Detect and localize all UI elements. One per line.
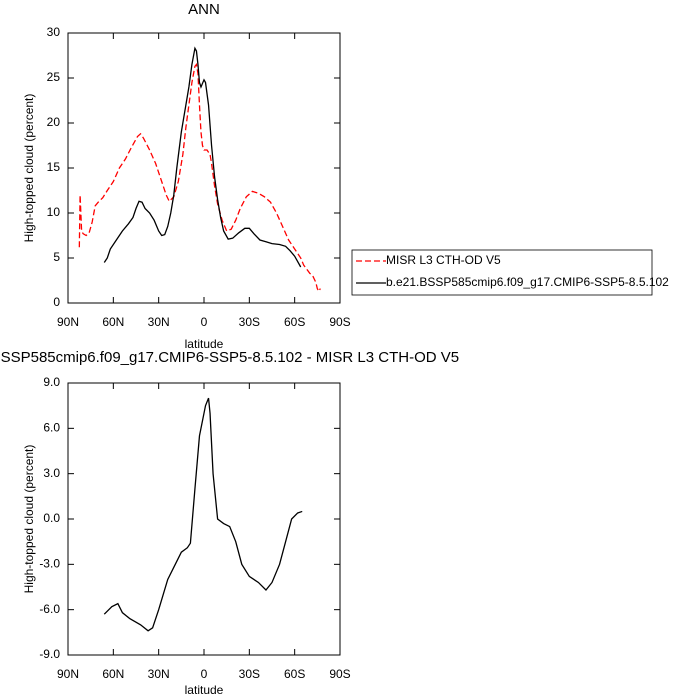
chart-title: b.e21.BSSP585cmip6.f09_g17.CMIP6-SSP5-8.… bbox=[0, 349, 459, 366]
y-tick-label: 5 bbox=[53, 250, 60, 264]
x-tick-label: 90N bbox=[57, 667, 79, 681]
plot-frame bbox=[67, 32, 341, 304]
y-tick-label: 20 bbox=[47, 115, 61, 129]
legend-box bbox=[351, 249, 653, 296]
x-tick-label: 60S bbox=[284, 667, 305, 681]
x-tick-label: 90S bbox=[329, 315, 350, 329]
legend-label: MISR L3 CTH-OD V5 bbox=[386, 253, 501, 267]
x-tick-label: 60N bbox=[102, 667, 124, 681]
x-axis-label: latitude bbox=[185, 337, 224, 351]
y-tick-label: -6.0 bbox=[39, 602, 60, 616]
y-tick-label: 3.0 bbox=[43, 466, 60, 480]
y-tick-label: 0.0 bbox=[43, 511, 60, 525]
y-axis-label: High-topped cloud (percent) bbox=[22, 445, 36, 594]
data-line bbox=[103, 397, 303, 632]
y-tick-label: 30 bbox=[47, 25, 61, 39]
x-tick-label: 90N bbox=[57, 315, 79, 329]
y-axis-label: High-topped cloud (percent) bbox=[22, 94, 36, 243]
x-tick-label: 30S bbox=[239, 667, 260, 681]
data-line bbox=[78, 63, 321, 293]
x-tick-label: 60N bbox=[102, 315, 124, 329]
x-tick-label: 0 bbox=[201, 667, 208, 681]
y-tick-label: 9.0 bbox=[43, 375, 60, 389]
x-tick-label: 30N bbox=[148, 315, 170, 329]
data-line bbox=[103, 46, 302, 268]
y-tick-label: 15 bbox=[47, 160, 61, 174]
legend-label: b.e21.BSSP585cmip6.f09_g17.CMIP6-SSP5-8.… bbox=[386, 275, 669, 289]
x-tick-label: 60S bbox=[284, 315, 305, 329]
x-tick-label: 30S bbox=[239, 315, 260, 329]
x-tick-label: 30N bbox=[148, 667, 170, 681]
plot-frame bbox=[67, 382, 341, 656]
y-tick-label: -9.0 bbox=[39, 647, 60, 661]
y-tick-label: 6.0 bbox=[43, 421, 60, 435]
x-axis-label: latitude bbox=[185, 683, 224, 697]
chart-title: ANN bbox=[188, 1, 220, 18]
x-tick-label: 0 bbox=[201, 315, 208, 329]
y-tick-label: 0 bbox=[53, 295, 60, 309]
y-tick-label: 10 bbox=[47, 205, 61, 219]
y-tick-label: 25 bbox=[47, 70, 61, 84]
x-tick-label: 90S bbox=[329, 667, 350, 681]
y-tick-label: -3.0 bbox=[39, 557, 60, 571]
